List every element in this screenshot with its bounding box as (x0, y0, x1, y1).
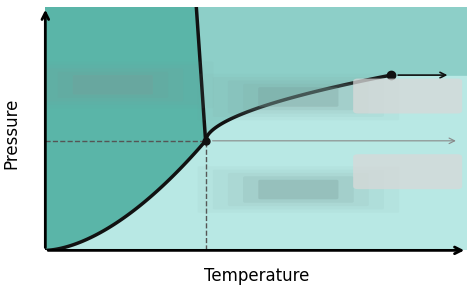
Polygon shape (196, 7, 467, 141)
FancyBboxPatch shape (198, 74, 399, 120)
FancyBboxPatch shape (198, 166, 399, 213)
FancyBboxPatch shape (27, 65, 199, 105)
FancyBboxPatch shape (73, 75, 153, 95)
FancyBboxPatch shape (213, 77, 384, 117)
FancyBboxPatch shape (243, 176, 354, 203)
Text: Temperature: Temperature (203, 267, 309, 285)
FancyBboxPatch shape (228, 80, 369, 113)
FancyBboxPatch shape (258, 180, 338, 199)
FancyBboxPatch shape (243, 84, 354, 110)
FancyBboxPatch shape (213, 170, 384, 210)
Text: Pressure: Pressure (2, 98, 20, 169)
Polygon shape (46, 75, 467, 250)
FancyBboxPatch shape (57, 72, 168, 98)
FancyBboxPatch shape (228, 173, 369, 206)
FancyBboxPatch shape (12, 61, 214, 108)
FancyBboxPatch shape (42, 68, 183, 101)
Polygon shape (46, 7, 206, 250)
FancyBboxPatch shape (258, 87, 338, 107)
